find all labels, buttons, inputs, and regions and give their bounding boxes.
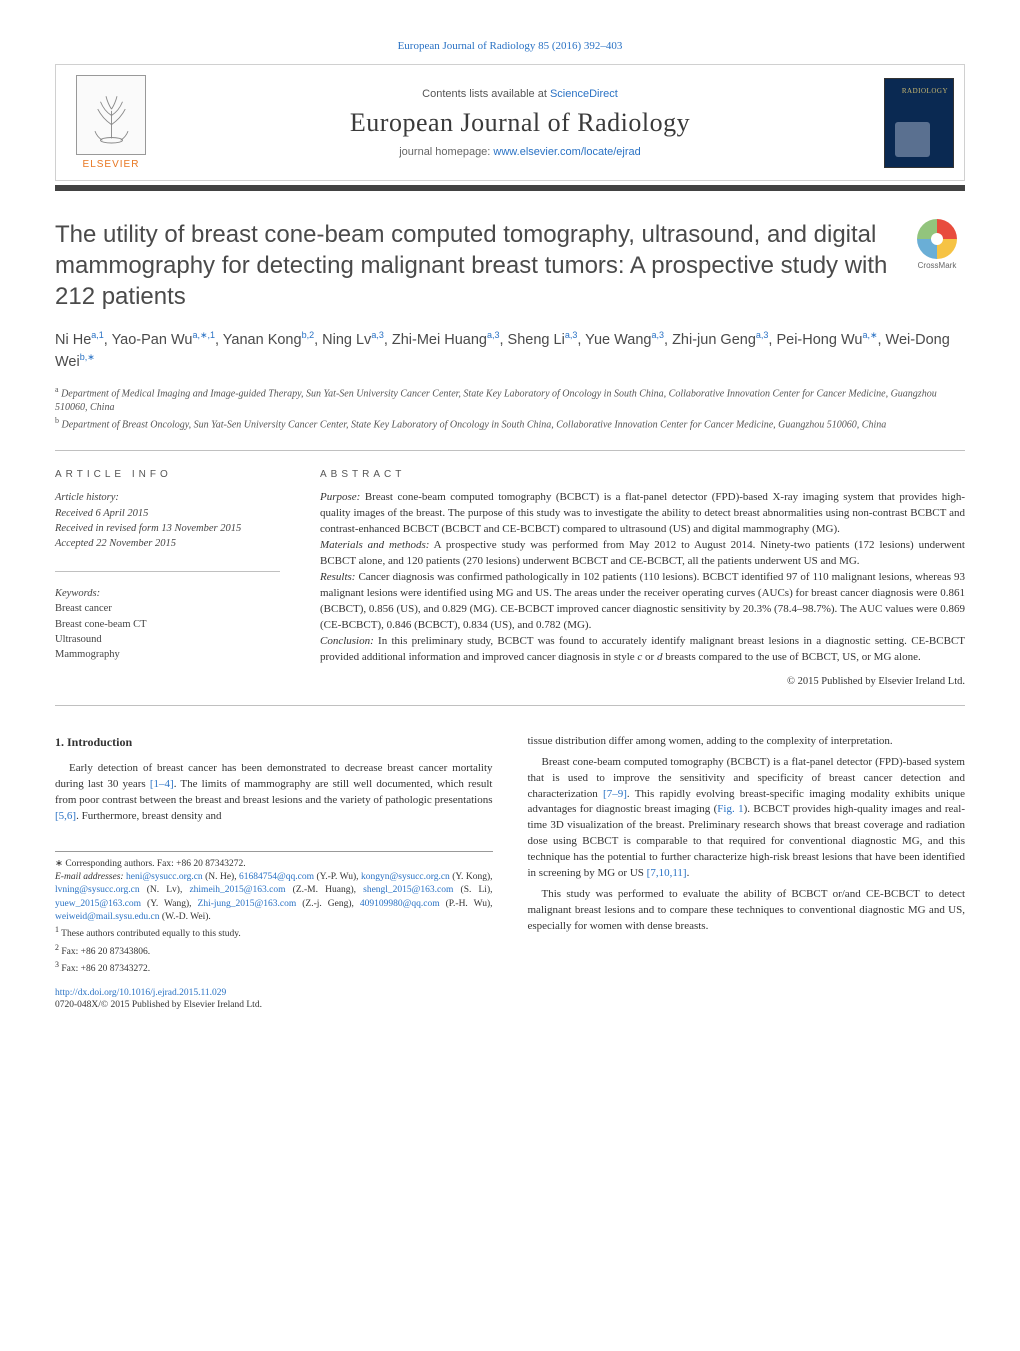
journal-name: European Journal of Radiology <box>350 108 690 138</box>
intro-para-r2: Breast cone-beam computed tomography (BC… <box>528 755 966 883</box>
fn-1-text: These authors contributed equally to thi… <box>61 929 241 939</box>
fn-emails: E-mail addresses: heni@sysucc.org.cn (N.… <box>55 871 493 924</box>
elsevier-tree-icon <box>76 75 146 155</box>
rule-top <box>55 450 965 451</box>
fn-corr: ∗ Corresponding authors. Fax: +86 20 873… <box>55 858 493 871</box>
abs-conclusion-label: Conclusion: <box>320 635 374 647</box>
abstract-body: Purpose: Breast cone-beam computed tomog… <box>320 490 965 665</box>
crossmark-label: CrossMark <box>918 261 957 270</box>
issn-copyright: 0720-048X/© 2015 Published by Elsevier I… <box>55 1000 262 1010</box>
crossmark-icon <box>917 219 957 259</box>
intro-l-cite2[interactable]: [5,6] <box>55 810 76 822</box>
fn-3-text: Fax: +86 20 87343272. <box>61 964 150 974</box>
abs-results-label: Results: <box>320 571 355 583</box>
intro-para-left: Early detection of breast cancer has bee… <box>55 761 493 825</box>
publisher-name: ELSEVIER <box>83 159 140 170</box>
fn-3: 3 Fax: +86 20 87343272. <box>55 959 493 976</box>
history-revised: Received in revised form 13 November 201… <box>55 521 280 536</box>
rule-bottom <box>55 705 965 706</box>
header-citation: European Journal of Radiology 85 (2016) … <box>55 40 965 52</box>
cover-thumb <box>874 65 964 180</box>
intro-para-r3: This study was performed to evaluate the… <box>528 887 966 935</box>
intro-r2-fig[interactable]: Fig. 1 <box>717 803 743 815</box>
fn-1: 1 These authors contributed equally to t… <box>55 924 493 941</box>
article-title: The utility of breast cone-beam computed… <box>55 219 889 313</box>
keywords-block: Keywords: Breast cancerBreast cone-beam … <box>55 586 280 662</box>
homepage-link[interactable]: www.elsevier.com/locate/ejrad <box>493 146 640 158</box>
history-received: Received 6 April 2015 <box>55 506 280 521</box>
intro-heading: 1. Introduction <box>55 734 493 751</box>
fn-2-text: Fax: +86 20 87343806. <box>61 947 150 957</box>
intro-para-r1: tissue distribution differ among women, … <box>528 734 966 750</box>
doi-link[interactable]: http://dx.doi.org/10.1016/j.ejrad.2015.1… <box>55 988 226 998</box>
header-underline <box>55 185 965 191</box>
abs-purpose-label: Purpose: <box>320 491 360 503</box>
history-label: Article history: <box>55 490 280 505</box>
doi-block: http://dx.doi.org/10.1016/j.ejrad.2015.1… <box>55 987 493 1013</box>
header-band: ELSEVIER Contents lists available at Sci… <box>55 64 965 181</box>
fn-email-label: E-mail addresses: <box>55 872 126 882</box>
affiliations-block: a Department of Medical Imaging and Imag… <box>55 384 965 433</box>
article-info-head: ARTICLE INFO <box>55 469 280 480</box>
publisher-logo: ELSEVIER <box>56 65 166 180</box>
intro-l-1c: . Furthermore, breast density and <box>76 810 221 822</box>
abstract-copyright: © 2015 Published by Elsevier Ireland Ltd… <box>320 676 965 687</box>
keywords-list: Breast cancerBreast cone-beam CTUltrasou… <box>55 601 280 662</box>
history-accepted: Accepted 22 November 2015 <box>55 536 280 551</box>
journal-cover-icon <box>884 78 954 168</box>
intro-r3-text: This study was performed to evaluate the… <box>528 888 966 932</box>
sciencedirect-link[interactable]: ScienceDirect <box>550 88 618 100</box>
homepage-prefix: journal homepage: <box>399 146 493 158</box>
crossmark-badge[interactable]: CrossMark <box>909 219 965 275</box>
abs-conclusion-3: breasts compared to the use of BCBCT, US… <box>662 651 920 663</box>
homepage-line: journal homepage: www.elsevier.com/locat… <box>399 146 641 158</box>
abs-results: Cancer diagnosis was confirmed pathologi… <box>320 571 965 631</box>
article-history: Article history: Received 6 April 2015 R… <box>55 490 280 551</box>
rule-info-mid <box>55 571 280 572</box>
contents-line: Contents lists available at ScienceDirec… <box>422 88 618 100</box>
abs-mm-label: Materials and methods: <box>320 539 429 551</box>
footnotes-block: ∗ Corresponding authors. Fax: +86 20 873… <box>55 851 493 977</box>
intro-l-cite1[interactable]: [1–4] <box>150 778 174 790</box>
contents-prefix: Contents lists available at <box>422 88 550 100</box>
intro-r2-cite1[interactable]: [7–9] <box>603 788 627 800</box>
keywords-label: Keywords: <box>55 586 280 601</box>
abs-purpose: Breast cone-beam computed tomography (BC… <box>320 491 965 535</box>
authors-line: Ni Hea,1, Yao-Pan Wua,∗,1, Yanan Kongb,2… <box>55 329 965 374</box>
intro-r2d: . <box>687 867 690 879</box>
fn-2: 2 Fax: +86 20 87343806. <box>55 942 493 959</box>
intro-r2-cite2[interactable]: [7,10,11] <box>647 867 687 879</box>
abs-conclusion-2: or <box>642 651 657 663</box>
abstract-head: ABSTRACT <box>320 469 965 480</box>
